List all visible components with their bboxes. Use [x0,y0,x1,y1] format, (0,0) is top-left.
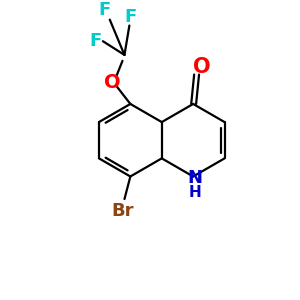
Text: N: N [188,169,202,188]
Text: O: O [193,57,211,77]
Text: O: O [104,73,121,92]
Text: F: F [99,1,111,19]
Text: H: H [189,185,202,200]
Text: F: F [124,8,136,26]
Text: F: F [89,32,101,50]
Text: Br: Br [111,202,134,220]
